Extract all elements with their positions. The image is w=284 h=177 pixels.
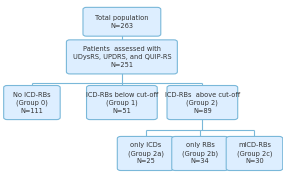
Text: Total population
N=263: Total population N=263 (95, 15, 149, 29)
FancyBboxPatch shape (66, 40, 177, 74)
Text: mICD-RBs
(Group 2c)
N=30: mICD-RBs (Group 2c) N=30 (237, 142, 272, 164)
Text: ICD-RBs below cut-off
(Group 1)
N=51: ICD-RBs below cut-off (Group 1) N=51 (86, 92, 158, 114)
FancyBboxPatch shape (4, 85, 60, 120)
FancyBboxPatch shape (172, 136, 228, 170)
FancyBboxPatch shape (226, 136, 283, 170)
FancyBboxPatch shape (167, 85, 238, 120)
Text: No ICD-RBs
(Group 0)
N=111: No ICD-RBs (Group 0) N=111 (13, 92, 51, 114)
Text: ICD-RBs  above cut-off
(Group 2)
N=89: ICD-RBs above cut-off (Group 2) N=89 (165, 92, 240, 114)
Text: only ICDs
(Group 2a)
N=25: only ICDs (Group 2a) N=25 (128, 142, 164, 164)
Text: only RBs
(Group 2b)
N=34: only RBs (Group 2b) N=34 (182, 142, 218, 164)
Text: Patients  assessed with
UDysRS, UPDRS, and QUIP-RS
N=251: Patients assessed with UDysRS, UPDRS, an… (73, 46, 171, 68)
FancyBboxPatch shape (117, 136, 174, 170)
FancyBboxPatch shape (83, 7, 161, 36)
FancyBboxPatch shape (87, 85, 157, 120)
